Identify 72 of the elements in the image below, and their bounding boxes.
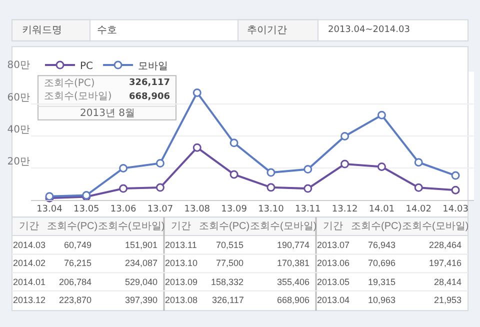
- text: 170,381: [277, 258, 310, 268]
- x-tick-label: 13.09: [221, 204, 248, 215]
- text: 234,087: [125, 258, 158, 268]
- annotation: 2013년 8월: [80, 108, 135, 119]
- text: 2013.12: [13, 295, 46, 305]
- text: 2013.04~2014.03: [328, 25, 410, 35]
- text: 조회수(모바일): [402, 221, 469, 232]
- text: 2013.10: [165, 258, 198, 268]
- x-tick-label: 13.11: [294, 204, 321, 215]
- y-tick-label: 40만: [7, 124, 30, 136]
- text: 2013.05: [317, 277, 350, 287]
- text: 조회수(PC): [351, 221, 402, 232]
- text: 2014.03: [13, 240, 46, 250]
- text: 355,406: [277, 277, 310, 287]
- text: 추이기간: [247, 25, 287, 36]
- legend-label: 모바일: [138, 60, 168, 72]
- text: 2013.07: [317, 240, 350, 250]
- x-tick-label: 13.06: [110, 204, 136, 215]
- x-tick-label: 14.01: [368, 204, 395, 215]
- y-tick-label: 20만: [7, 156, 30, 168]
- x-tick-label: 13.12: [332, 204, 358, 215]
- text: 2013.08: [165, 295, 198, 305]
- legend-label: PC: [80, 60, 94, 72]
- y-tick-label: 60만: [7, 92, 30, 104]
- x-tick-label: 13.10: [258, 204, 284, 215]
- text: 2013.06: [317, 258, 350, 268]
- text: 529,040: [125, 277, 158, 287]
- text: 28,414: [434, 277, 462, 287]
- text: 158,332: [211, 277, 244, 287]
- text: 60,749: [64, 240, 92, 250]
- text: 키워드명: [22, 25, 62, 36]
- text: 197,416: [429, 258, 462, 268]
- text: 21,953: [434, 295, 462, 305]
- text: 397,390: [125, 295, 158, 305]
- text: 2013.04: [317, 295, 350, 305]
- text: 76,215: [64, 258, 92, 268]
- x-tick-label: 13.08: [184, 204, 210, 215]
- annotation: 668,906: [129, 92, 170, 102]
- text: 70,515: [216, 240, 244, 250]
- text: 2014.01: [13, 277, 46, 287]
- text: 조회수(모바일): [98, 221, 165, 232]
- text: 조회수(PC): [199, 221, 250, 232]
- text: 조회수(모바일): [250, 221, 317, 232]
- text: 2013.09: [165, 277, 198, 287]
- text: 19,315: [368, 277, 396, 287]
- text: 조회수(PC): [47, 221, 98, 232]
- text: 77,500: [216, 258, 244, 268]
- annotation: 조회수(모바일): [44, 91, 112, 102]
- x-tick-label: 13.05: [73, 204, 100, 215]
- text: 10,963: [368, 295, 396, 305]
- text: 668,906: [277, 295, 310, 305]
- y-tick-label: 80만: [7, 60, 30, 72]
- text: 기간: [19, 221, 39, 232]
- annotation: 조회수(PC): [44, 78, 95, 89]
- text: 기간: [323, 221, 343, 232]
- text: 326,117: [212, 295, 244, 305]
- text: 206,784: [59, 277, 92, 287]
- annotation: 326,117: [129, 78, 170, 88]
- text: 2013.11: [165, 240, 197, 250]
- x-tick-label: 13.04: [36, 204, 63, 215]
- x-tick-label: 13.07: [147, 204, 174, 215]
- text: 수호: [97, 25, 117, 36]
- text: 151,901: [125, 240, 158, 250]
- x-tick-label: 14.03: [442, 204, 468, 215]
- text: 223,870: [59, 295, 92, 305]
- text: 70,696: [368, 258, 396, 268]
- x-tick-label: 14.02: [406, 204, 432, 215]
- text: 2014.02: [13, 258, 46, 268]
- text: 기간: [171, 221, 191, 232]
- text: 190,774: [277, 240, 310, 250]
- text: 76,943: [368, 240, 396, 250]
- text: 228,464: [429, 240, 462, 250]
